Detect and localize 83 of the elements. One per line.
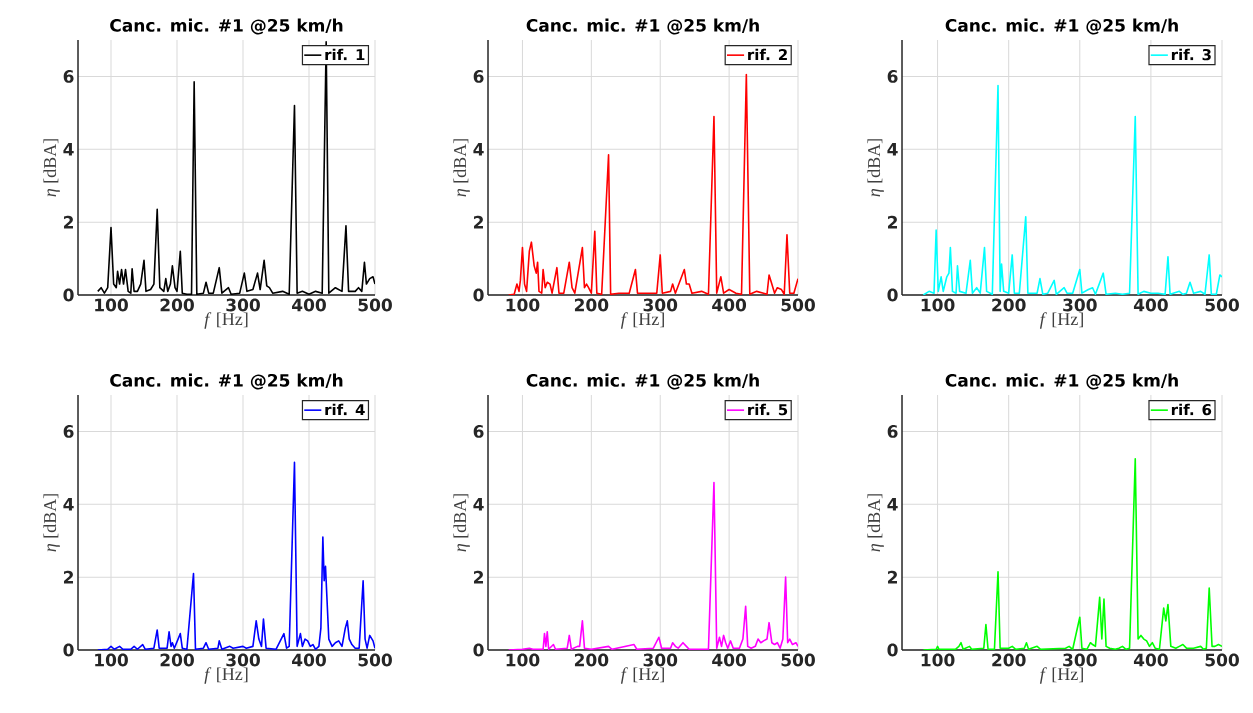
- x-axis-title: f [Hz]: [1039, 312, 1083, 329]
- y-tick-label: 4: [473, 143, 484, 156]
- y-tick-label: 6: [473, 425, 484, 438]
- x-tick-label: 400: [292, 653, 326, 667]
- y-tick-label: 2: [888, 215, 897, 229]
- x-tick-label: 100: [921, 298, 955, 312]
- x-tick-label: 500: [781, 298, 815, 312]
- x-tick-label: 200: [574, 298, 609, 312]
- x-tick-label: 300: [1063, 653, 1097, 667]
- legend-label: rif. 4: [325, 403, 365, 416]
- line-series: [97, 41, 375, 295]
- y-tick-label: 0: [63, 288, 74, 302]
- chart-title: Canc. mic. #1 @25 km/h: [526, 18, 759, 35]
- x-tick-label: 200: [992, 653, 1026, 667]
- y-tick-label: 6: [887, 425, 898, 438]
- x-tick-label: 300: [643, 298, 678, 312]
- x-tick-label: 100: [95, 653, 128, 667]
- y-tick-label: 4: [887, 143, 898, 156]
- y-tick-label: 0: [63, 643, 74, 657]
- x-tick-label: 500: [1205, 298, 1239, 312]
- y-tick-label: 0: [473, 288, 484, 302]
- x-axis-title: f [Hz]: [1039, 667, 1083, 684]
- y-tick-label: 4: [887, 498, 898, 511]
- x-tick-label: 400: [1133, 653, 1168, 667]
- y-axis-title: η [dBA]: [867, 139, 884, 197]
- chart-title: Canc. mic. #1 @25 km/h: [110, 373, 343, 390]
- legend-label: rif. 3: [1171, 48, 1211, 61]
- y-axis-title: η [dBA]: [867, 494, 884, 552]
- x-tick-label: 500: [781, 653, 815, 667]
- x-tick-label: 100: [506, 653, 540, 667]
- legend-label: rif. 6: [1171, 403, 1212, 416]
- x-tick-label: 400: [292, 298, 326, 312]
- x-tick-label: 300: [226, 298, 260, 312]
- y-tick-label: 2: [473, 215, 483, 229]
- y-tick-label: 6: [473, 70, 484, 83]
- y-tick-label: 0: [887, 288, 898, 302]
- x-axis-title: f [Hz]: [204, 312, 248, 329]
- line-series: [922, 457, 1223, 650]
- x-tick-label: 300: [1063, 298, 1097, 312]
- x-tick-label: 100: [921, 653, 955, 667]
- chart-title: Canc. mic. #1 @25 km/h: [945, 18, 1178, 35]
- x-tick-label: 500: [358, 653, 392, 667]
- chart-title: Canc. mic. #1 @25 km/h: [945, 373, 1178, 390]
- legend-label: rif. 1: [325, 48, 365, 61]
- x-tick-label: 100: [95, 298, 128, 312]
- y-tick-label: 0: [887, 643, 898, 657]
- line-series: [97, 461, 375, 650]
- x-axis-title: f [Hz]: [620, 312, 664, 329]
- chart-title: Canc. mic. #1 @25 km/h: [110, 18, 343, 35]
- x-tick-label: 300: [643, 653, 678, 667]
- y-tick-label: 6: [63, 425, 74, 438]
- x-tick-label: 200: [574, 653, 609, 667]
- x-tick-label: 100: [506, 298, 540, 312]
- y-tick-label: 2: [63, 215, 73, 229]
- y-tick-label: 2: [63, 570, 73, 584]
- y-tick-label: 4: [63, 143, 74, 156]
- x-tick-label: 200: [160, 653, 194, 667]
- x-tick-label: 200: [160, 298, 194, 312]
- x-tick-label: 500: [358, 298, 392, 312]
- y-tick-label: 2: [888, 570, 897, 584]
- x-axis-title: f [Hz]: [620, 667, 664, 684]
- y-tick-label: 0: [473, 643, 484, 657]
- y-axis-title: η [dBA]: [453, 494, 470, 552]
- x-tick-label: 200: [992, 298, 1026, 312]
- x-axis-title: f [Hz]: [204, 667, 248, 684]
- y-tick-label: 6: [887, 70, 898, 83]
- x-tick-label: 400: [1133, 298, 1168, 312]
- y-tick-label: 2: [473, 570, 483, 584]
- y-axis-title: η [dBA]: [453, 139, 470, 197]
- x-tick-label: 500: [1205, 653, 1239, 667]
- x-tick-label: 300: [226, 653, 260, 667]
- legend-label: rif. 2: [748, 48, 787, 61]
- x-tick-label: 400: [712, 298, 747, 312]
- y-tick-label: 4: [63, 498, 74, 511]
- line-series: [507, 481, 799, 650]
- x-tick-label: 400: [712, 653, 747, 667]
- chart-title: Canc. mic. #1 @25 km/h: [526, 373, 759, 390]
- y-axis-title: η [dBA]: [43, 494, 60, 552]
- y-tick-label: 6: [63, 70, 74, 83]
- legend-label: rif. 5: [748, 403, 788, 416]
- y-axis-title: η [dBA]: [43, 139, 60, 197]
- y-tick-label: 4: [473, 498, 484, 511]
- line-series: [922, 84, 1223, 295]
